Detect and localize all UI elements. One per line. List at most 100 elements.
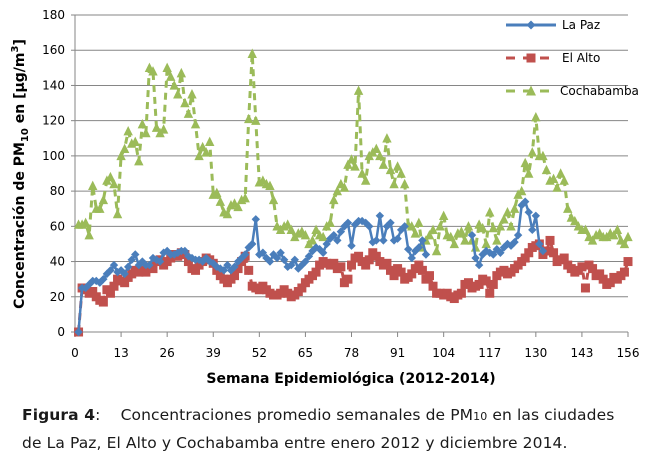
data-point [265, 257, 275, 266]
data-point [311, 267, 321, 277]
data-point [502, 207, 513, 217]
data-point [414, 260, 424, 270]
data-point [127, 255, 136, 264]
data-point [240, 192, 250, 203]
data-point [297, 283, 307, 293]
pm10-line-chart: 0 20 40 60 80 100 120 140 160 180 0 13 26 39 52 65 78 91 1… [10, 8, 639, 387]
data-point [120, 269, 129, 279]
data-point [88, 180, 98, 191]
data-point [364, 255, 374, 265]
data-point [435, 221, 445, 231]
x-tick-label: 52 [252, 346, 267, 360]
x-axis-title: Semana Epidemiológica (2012-2014) [206, 371, 495, 387]
data-point [506, 241, 516, 250]
data-point [587, 235, 598, 245]
data-point [247, 48, 257, 58]
data-point [424, 271, 434, 281]
data-point [318, 248, 328, 257]
data-point [233, 264, 243, 274]
data-point [385, 265, 395, 275]
data-point [421, 250, 431, 259]
x-tick-label: 130 [524, 346, 547, 360]
data-point [88, 286, 98, 296]
data-point [438, 210, 449, 220]
caption-line-2: de La Paz, El Alto y Cochabamba entre en… [22, 434, 568, 452]
data-point [169, 80, 179, 90]
data-point [375, 150, 385, 161]
data-point [520, 157, 530, 168]
y-axis-title-sub: 10 [20, 128, 31, 142]
data-point [535, 239, 544, 249]
data-point [343, 274, 353, 284]
data-point [109, 281, 119, 291]
legend-label: Cochabamba [560, 84, 639, 98]
data-point [399, 178, 410, 189]
data-point [446, 231, 456, 242]
data-point [353, 85, 364, 95]
data-point [98, 194, 109, 205]
data-point [130, 136, 140, 146]
data-point [463, 221, 474, 231]
data-point [404, 245, 413, 254]
data-point [137, 118, 148, 129]
data-point [191, 265, 201, 275]
y-tick-label: 80 [50, 184, 65, 198]
data-point [407, 253, 416, 263]
series-el-alto [74, 235, 633, 337]
data-point [496, 248, 505, 257]
data-point [431, 245, 442, 256]
data-point [393, 234, 402, 243]
data-point [251, 115, 261, 125]
data-point [105, 288, 115, 298]
data-point [378, 159, 389, 169]
data-point [570, 215, 580, 226]
data-point [559, 253, 569, 263]
data-point [489, 250, 498, 259]
x-tick-label: 91 [390, 346, 405, 360]
data-point [113, 267, 122, 277]
caption-subscript: 10 [473, 410, 488, 423]
data-point [279, 255, 289, 264]
y-axis-title-part3: ] [12, 39, 28, 45]
data-point [332, 185, 343, 196]
data-point [158, 124, 169, 134]
legend-label: La Paz [562, 18, 600, 32]
data-point [531, 211, 541, 220]
data-point [134, 155, 144, 166]
data-point [347, 241, 356, 250]
caption-label: Figura 4 [22, 406, 96, 424]
data-point [123, 262, 133, 272]
data-point [300, 229, 311, 240]
data-point [166, 71, 176, 81]
data-point [488, 279, 498, 289]
tick-labels: 0 20 40 60 80 100 120 140 160 180 0 13 26 39 52 65 78 91 1… [42, 8, 639, 360]
y-axis-title-part1: Concentración de PM [12, 142, 28, 309]
data-point [538, 150, 548, 161]
data-point [400, 222, 409, 231]
data-point [80, 217, 91, 228]
data-point [272, 253, 282, 263]
caption-separator: : [95, 406, 101, 424]
data-point [449, 238, 460, 249]
legend-swatch-marker [526, 53, 536, 63]
data-point [282, 219, 293, 229]
data-point [287, 260, 296, 270]
data-point [223, 260, 232, 270]
data-point [577, 262, 587, 272]
data-point [612, 224, 623, 235]
data-point [343, 218, 353, 228]
data-point [105, 171, 116, 182]
data-point [230, 262, 239, 272]
data-point [463, 278, 473, 288]
data-point [148, 253, 158, 263]
x-tick-label: 104 [432, 346, 455, 360]
legend-item-cochabamba: Cochabamba [506, 84, 639, 98]
data-point [488, 222, 498, 233]
data-point [471, 253, 480, 263]
data-point [481, 238, 491, 249]
data-point [258, 248, 268, 257]
series-layer [73, 48, 633, 337]
data-point [148, 264, 158, 274]
data-point [407, 221, 417, 231]
data-point [248, 239, 257, 249]
